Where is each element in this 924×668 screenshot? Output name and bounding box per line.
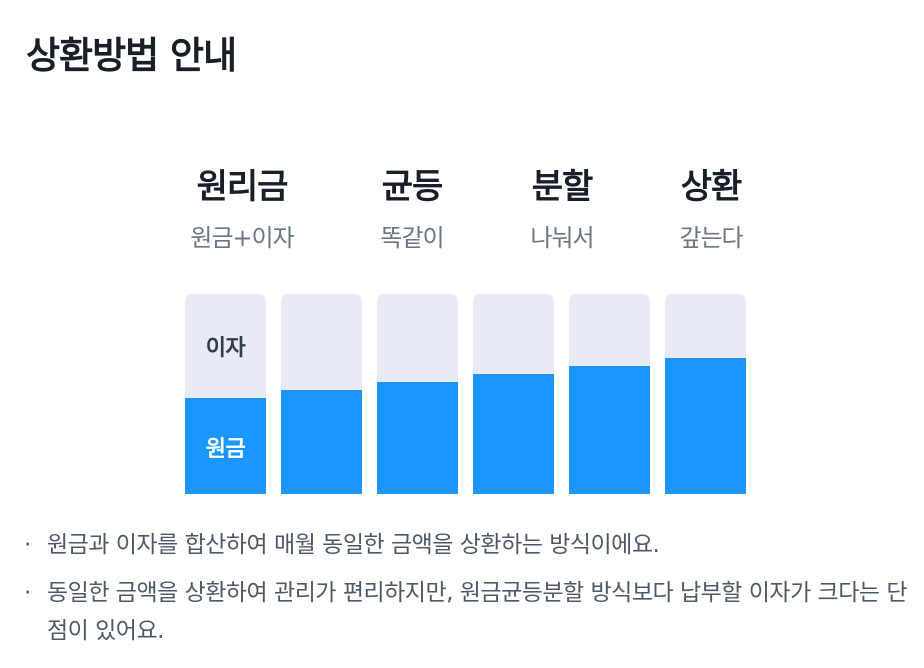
chart-bar-2: [281, 294, 362, 494]
principal-label: 원금: [205, 437, 246, 462]
heading-principal-interest: 원리금 원금+이자: [167, 164, 317, 254]
heading-repayment: 상환 갚는다: [636, 164, 786, 254]
chart-bar-4-principal: [473, 374, 554, 494]
chart-bar-5: [569, 294, 650, 494]
bullet-dot: ·: [24, 580, 31, 606]
description-item: · 동일한 금액을 상환하여 관리가 편리하지만, 원금균등분할 방식보다 납부…: [24, 574, 914, 650]
chart-bar-5-principal: [569, 366, 650, 494]
heading-installment-title: 분할: [531, 167, 594, 207]
chart-bar-6-principal: [665, 358, 746, 494]
description-text: 동일한 금액을 상환하여 관리가 편리하지만, 원금균등분할 방식보다 납부할 …: [47, 580, 908, 644]
heading-repayment-title: 상환: [680, 167, 743, 207]
description-text: 원금과 이자를 합산하여 매월 동일한 금액을 상환하는 방식이에요.: [47, 532, 660, 558]
repayment-bar-chart: 이자 원금: [185, 294, 747, 494]
heading-principal-interest-subtitle: 원금+이자: [190, 224, 294, 252]
heading-equal: 균등 똑같이: [337, 164, 487, 254]
chart-bar-1: 이자 원금: [185, 294, 266, 494]
page-title: 상환방법 안내: [26, 34, 237, 77]
chart-bar-3: [377, 294, 458, 494]
chart-bar-6: [665, 294, 746, 494]
heading-installment-subtitle: 나눠서: [530, 224, 594, 252]
heading-principal-interest-title: 원리금: [196, 167, 289, 207]
chart-bar-2-principal: [281, 390, 362, 494]
chart-bar-1-principal: [185, 398, 266, 494]
description-list: · 원금과 이자를 합산하여 매월 동일한 금액을 상환하는 방식이에요. · …: [24, 526, 914, 660]
interest-label: 이자: [205, 336, 246, 361]
description-item: · 원금과 이자를 합산하여 매월 동일한 금액을 상환하는 방식이에요.: [24, 526, 914, 564]
heading-equal-title: 균등: [381, 167, 444, 207]
chart-bar-3-principal: [377, 382, 458, 494]
heading-repayment-subtitle: 갚는다: [679, 224, 743, 252]
chart-bar-4: [473, 294, 554, 494]
heading-installment: 분할 나눠서: [487, 164, 637, 254]
heading-equal-subtitle: 똑같이: [380, 224, 444, 252]
bullet-dot: ·: [24, 532, 31, 558]
